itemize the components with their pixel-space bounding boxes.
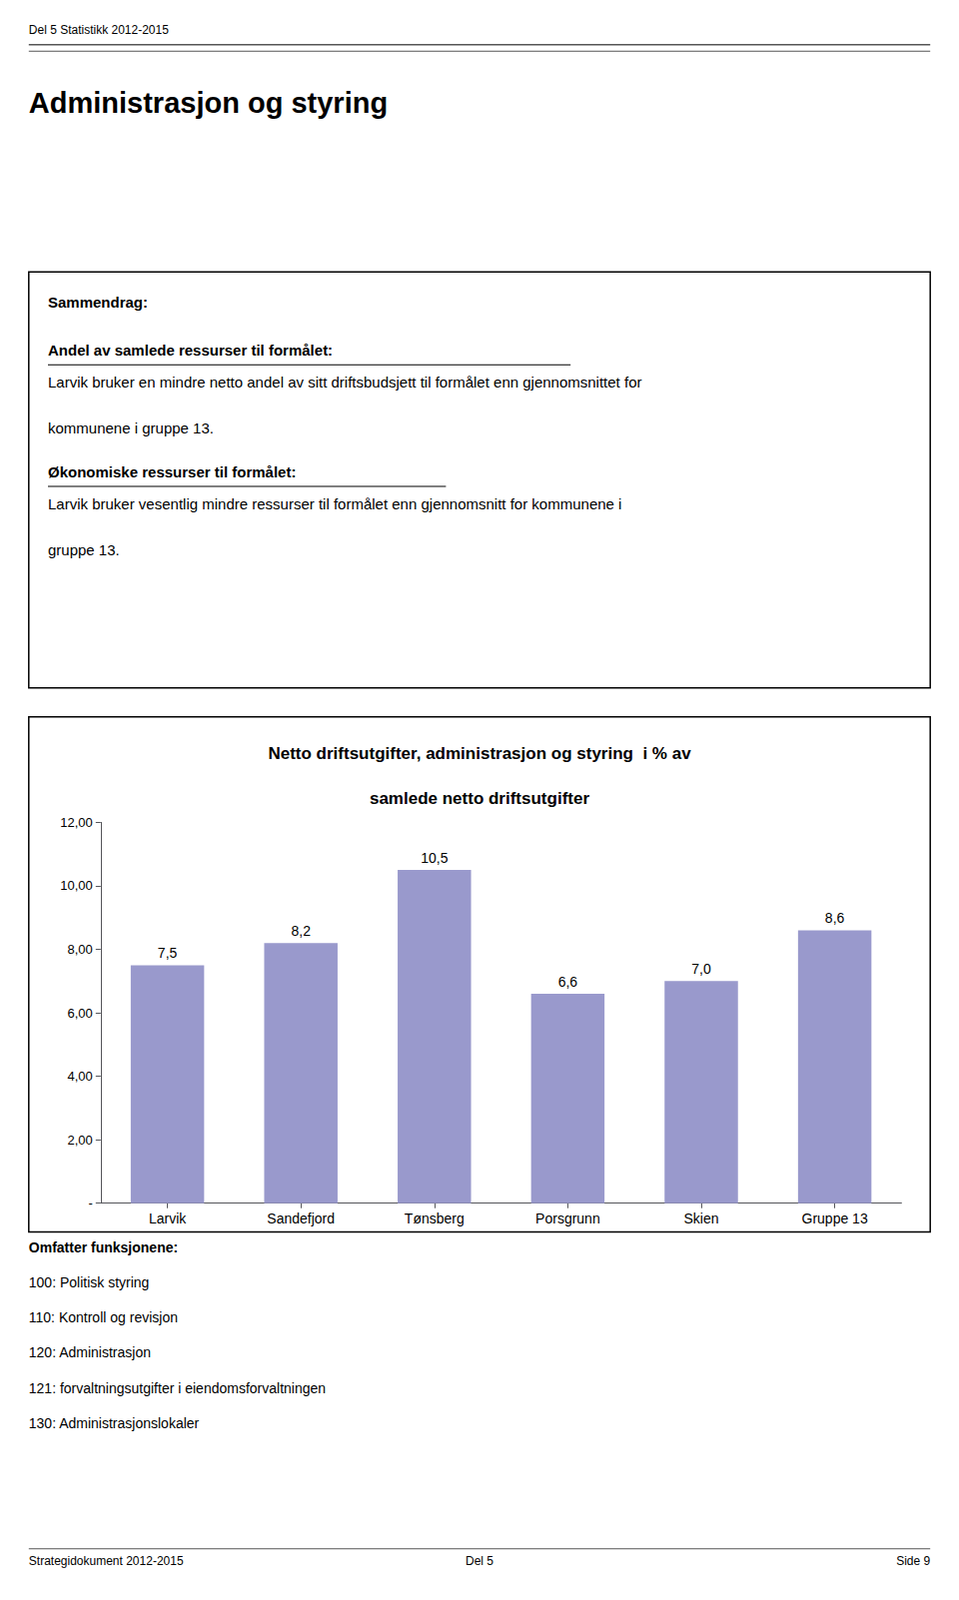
svg-text:120: Administrasjon: 120: Administrasjon bbox=[28, 1344, 151, 1361]
svg-text:10,5: 10,5 bbox=[420, 850, 448, 867]
svg-text:Skien: Skien bbox=[683, 1210, 719, 1227]
svg-text:110: Kontroll og revisjon: 110: Kontroll og revisjon bbox=[28, 1309, 178, 1326]
svg-text:2,00: 2,00 bbox=[66, 1132, 92, 1148]
svg-text:10,00: 10,00 bbox=[59, 878, 93, 894]
svg-text:Larvik bruker en mindre netto: Larvik bruker en mindre netto andel av s… bbox=[47, 373, 642, 391]
svg-text:121: forvaltningsutgifter i ei: 121: forvaltningsutgifter i eiendomsforv… bbox=[28, 1380, 326, 1397]
svg-text:130: Administrasjonslokaler: 130: Administrasjonslokaler bbox=[28, 1415, 200, 1432]
svg-text:Sandefjord: Sandefjord bbox=[266, 1210, 335, 1227]
svg-text:Netto driftsutgifter, administ: Netto driftsutgifter, administrasjon og … bbox=[267, 744, 692, 764]
svg-text:8,6: 8,6 bbox=[825, 910, 846, 927]
svg-text:Del 5 Statistikk 2012-2015: Del 5 Statistikk 2012-2015 bbox=[28, 22, 169, 37]
svg-text:Porsgrunn: Porsgrunn bbox=[535, 1210, 601, 1227]
svg-text:7,0: 7,0 bbox=[691, 960, 712, 977]
svg-text:6,6: 6,6 bbox=[558, 973, 579, 990]
svg-text:samlede netto driftsutgifter: samlede netto driftsutgifter bbox=[369, 789, 590, 809]
svg-text:gruppe 13.: gruppe 13. bbox=[47, 541, 120, 559]
svg-text:Omfatter funksjonene:: Omfatter funksjonene: bbox=[28, 1239, 178, 1256]
svg-text:8,2: 8,2 bbox=[290, 923, 311, 940]
svg-text:Strategidokument 2012-2015: Strategidokument 2012-2015 bbox=[28, 1554, 184, 1569]
svg-text:Larvik: Larvik bbox=[148, 1210, 187, 1227]
svg-text:Del 5: Del 5 bbox=[465, 1554, 494, 1569]
svg-text:8,00: 8,00 bbox=[66, 942, 92, 958]
svg-text:Side 9: Side 9 bbox=[896, 1554, 931, 1569]
svg-text:Gruppe 13: Gruppe 13 bbox=[802, 1210, 869, 1227]
svg-text:Andel av samlede ressurser til: Andel av samlede ressurser til formålet: bbox=[47, 341, 333, 359]
svg-text:Økonomiske ressurser til formå: Økonomiske ressurser til formålet: bbox=[47, 463, 296, 481]
svg-text:7,5: 7,5 bbox=[157, 945, 178, 961]
svg-text:Larvik bruker vesentlig mindre: Larvik bruker vesentlig mindre ressurser… bbox=[47, 495, 622, 513]
svg-text:kommunene i gruppe 13.: kommunene i gruppe 13. bbox=[47, 419, 214, 437]
svg-text:Tønsberg: Tønsberg bbox=[404, 1210, 465, 1227]
svg-text:6,00: 6,00 bbox=[66, 1005, 92, 1021]
svg-text:4,00: 4,00 bbox=[66, 1068, 92, 1084]
svg-text:100: Politisk styring: 100: Politisk styring bbox=[28, 1274, 150, 1291]
svg-text:Sammendrag:: Sammendrag: bbox=[47, 293, 148, 311]
svg-text:Administrasjon og styring: Administrasjon og styring bbox=[28, 86, 388, 119]
svg-text:12,00: 12,00 bbox=[59, 815, 93, 831]
svg-text:-: - bbox=[87, 1195, 92, 1211]
